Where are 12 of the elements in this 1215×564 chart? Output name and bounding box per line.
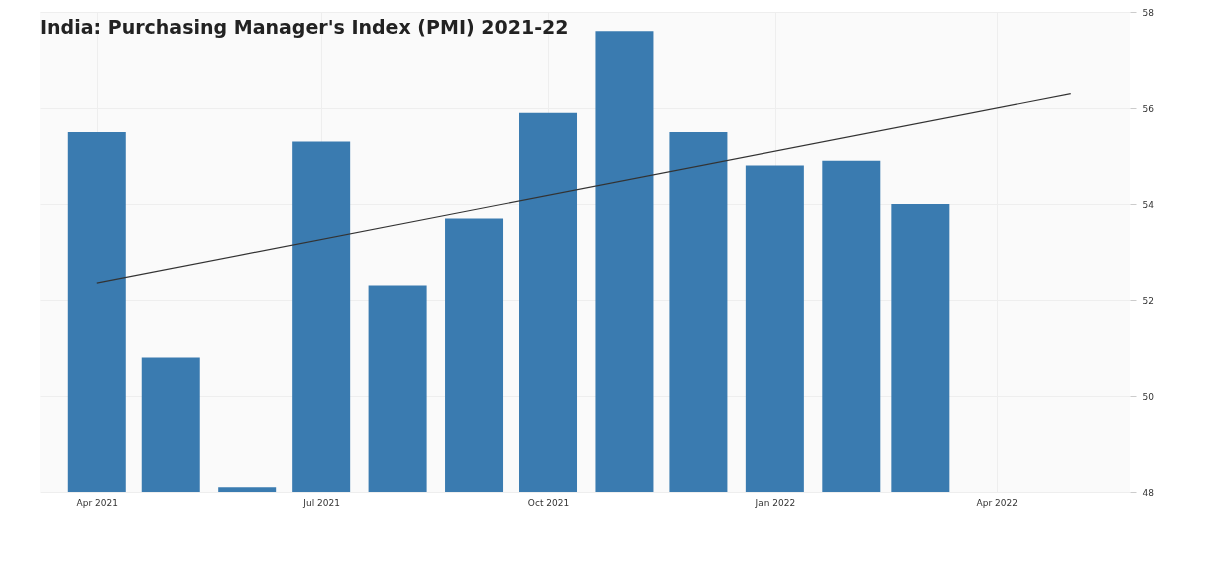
x-tick-label: Oct 2021 — [527, 497, 570, 508]
x-tick-label: Apr 2021 — [76, 497, 118, 508]
chart-title: India: Purchasing Manager's Index (PMI) 2021-22 — [40, 16, 569, 38]
y-tick-label: 58 — [1142, 7, 1155, 18]
y-tick-label: 48 — [1142, 487, 1155, 498]
x-tick-label: Apr 2022 — [976, 497, 1018, 508]
y-tick-label: 50 — [1142, 391, 1155, 402]
y-tick-label: 52 — [1142, 295, 1154, 306]
y-tick-label: 54 — [1142, 199, 1155, 210]
x-tick-label: Jul 2021 — [302, 497, 340, 508]
x-tick-label: Jan 2022 — [754, 497, 796, 508]
y-tick-label: 56 — [1142, 103, 1155, 114]
